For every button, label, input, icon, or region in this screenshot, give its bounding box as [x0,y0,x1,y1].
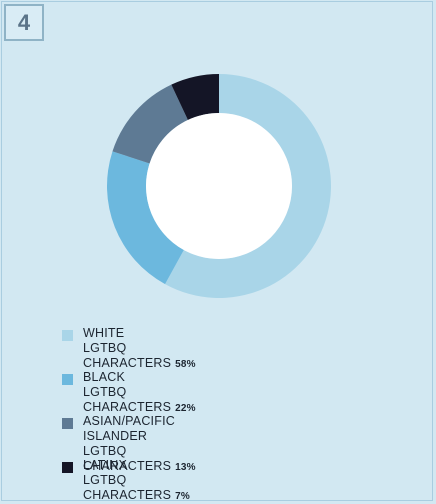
donut-slice-asian-pacific-islander [112,84,188,164]
legend-value-white: 58% [175,359,196,370]
donut-slice-white [165,74,331,299]
panel-number-badge: 4 [4,4,44,41]
legend-swatch-white [62,330,73,341]
legend-value-black: 22% [175,403,196,414]
legend-value-latinx: 7% [175,491,190,502]
legend-label-latinx-line2: LGTBQ CHARACTERS [83,473,172,502]
legend-label-black-line1: BLACK [83,370,125,384]
donut-slice-black [106,151,184,285]
legend-label-asian-pacific-islander-line1: ASIAN/PACIFIC ISLANDER [83,414,175,443]
donut-chart [106,74,331,299]
donut-slice-latinx [171,74,219,120]
legend-label-white-line1: WHITE [83,326,125,340]
legend-label-latinx-line1: LATINX [83,458,128,472]
legend-value-asian-pacific-islander: 13% [175,462,196,473]
legend-swatch-latinx [62,462,73,473]
donut-hole [146,113,292,259]
legend-swatch-asian-pacific-islander [62,418,73,429]
legend-swatch-black [62,374,73,385]
legend-label-white-line2: LGTBQ CHARACTERS [83,341,172,370]
legend-label-black-line2: LGTBQ CHARACTERS [83,385,172,414]
legend-label-asian-pacific-islander-line2: LGTBQ CHARACTERS [83,444,172,473]
